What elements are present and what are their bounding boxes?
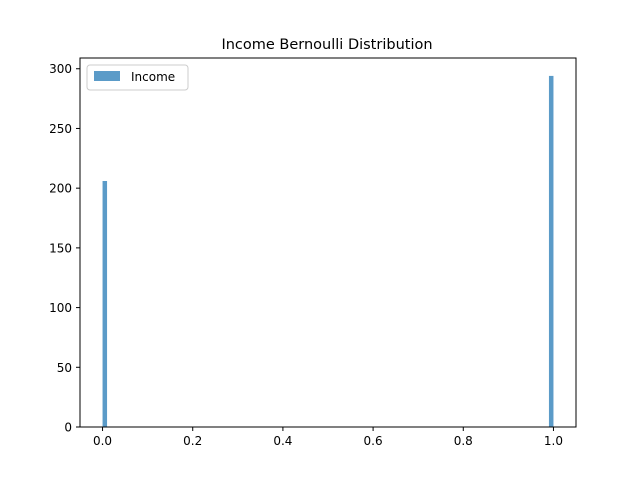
y-tick-label: 50	[57, 361, 72, 375]
x-tick-label: 0.2	[183, 434, 202, 448]
x-tick-label: 0.4	[273, 434, 292, 448]
x-tick-label: 0.6	[364, 434, 383, 448]
x-tick-label: 1.0	[544, 434, 563, 448]
bars-layer	[102, 75, 554, 427]
x-tick-label: 0.0	[93, 434, 112, 448]
legend-swatch	[94, 71, 120, 81]
x-tick-label: 0.8	[454, 434, 473, 448]
y-tick-label: 200	[49, 182, 72, 196]
y-axis-ticks: 0 50 100 150 200 250 300	[49, 62, 80, 435]
legend-label: Income	[131, 70, 175, 84]
plot-area-frame	[79, 57, 577, 428]
legend: Income	[86, 64, 189, 91]
y-tick-label: 100	[49, 301, 72, 315]
y-tick-label: 300	[49, 62, 72, 76]
x-axis-ticks: 0.0 0.2 0.4 0.6 0.8 1.0	[93, 427, 563, 448]
y-tick-label: 0	[64, 421, 72, 435]
histogram-bar	[548, 75, 554, 427]
histogram-bar	[102, 181, 108, 427]
y-tick-label: 250	[49, 122, 72, 136]
y-tick-label: 150	[49, 241, 72, 255]
chart-title: Income Bernoulli Distribution	[221, 37, 432, 53]
